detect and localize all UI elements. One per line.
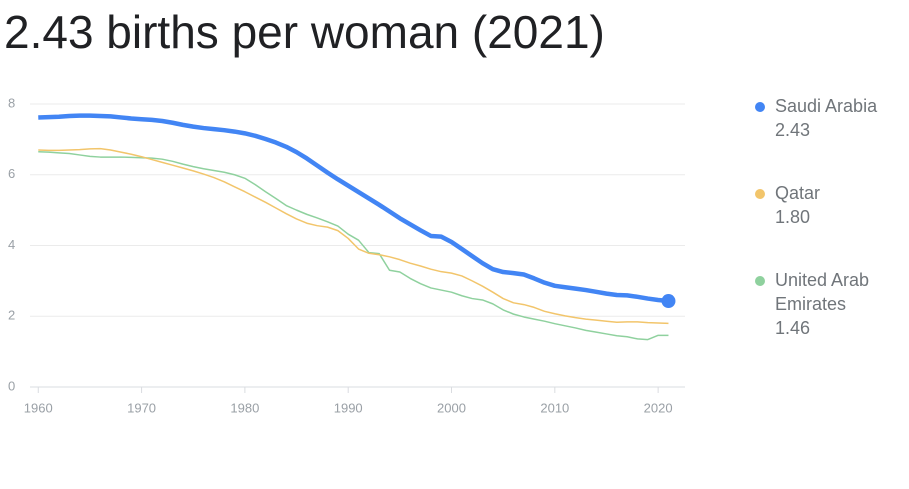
series-line bbox=[38, 147, 669, 325]
end-point bbox=[661, 294, 676, 309]
legend-label: Qatar bbox=[775, 183, 820, 203]
legend-value: 1.80 bbox=[775, 207, 810, 227]
y-tick-label: 2 bbox=[8, 308, 15, 323]
legend-label: Saudi Arabia bbox=[775, 96, 878, 116]
legend-marker bbox=[755, 102, 765, 112]
x-tick-label: 1960 bbox=[24, 400, 53, 415]
x-tick-label: 2010 bbox=[540, 400, 569, 415]
y-tick-label: 6 bbox=[8, 166, 15, 181]
x-tick-label: 1970 bbox=[127, 400, 156, 415]
x-tick-label: 1990 bbox=[334, 400, 363, 415]
x-tick-label: 1980 bbox=[230, 400, 259, 415]
legend-marker bbox=[755, 276, 765, 286]
series-line bbox=[38, 113, 669, 304]
chart-title: 2.43 births per woman (2021) bbox=[4, 6, 605, 58]
legend-value: 2.43 bbox=[775, 120, 810, 140]
legend-value: 1.46 bbox=[775, 318, 810, 338]
y-tick-label: 8 bbox=[8, 95, 15, 110]
y-tick-label: 0 bbox=[8, 378, 15, 393]
x-tick-label: 2020 bbox=[644, 400, 673, 415]
legend-marker bbox=[755, 189, 765, 199]
x-tick-label: 2000 bbox=[437, 400, 466, 415]
y-tick-label: 4 bbox=[8, 237, 15, 252]
legend-label: United Arab Emirates bbox=[775, 270, 869, 314]
